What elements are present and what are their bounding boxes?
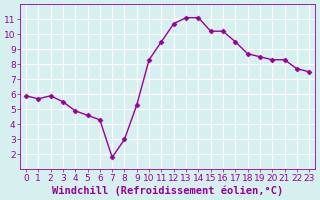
X-axis label: Windchill (Refroidissement éolien,°C): Windchill (Refroidissement éolien,°C) (52, 185, 283, 196)
